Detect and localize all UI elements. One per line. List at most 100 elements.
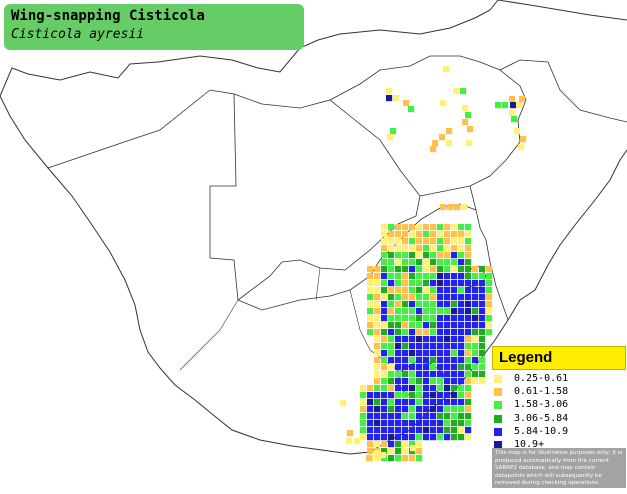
occurrence-cell	[472, 343, 479, 350]
occurrence-cell	[402, 294, 409, 301]
occurrence-cell	[486, 280, 493, 287]
occurrence-cell	[437, 231, 444, 238]
occurrence-cell	[423, 238, 430, 245]
occurrence-cell	[444, 413, 451, 420]
occurrence-cell	[409, 364, 416, 371]
occurrence-cell	[395, 392, 402, 399]
occurrence-cell	[409, 301, 416, 308]
occurrence-cell	[479, 287, 486, 294]
occurrence-cell	[465, 427, 472, 434]
occurrence-cell	[381, 441, 388, 448]
occurrence-cell	[458, 308, 465, 315]
occurrence-cell	[409, 336, 416, 343]
occurrence-cell	[472, 280, 479, 287]
occurrence-cell	[388, 294, 395, 301]
occurrence-cell	[444, 427, 451, 434]
occurrence-cell	[395, 427, 402, 434]
occurrence-cell	[360, 434, 367, 441]
legend-label: 3.06-5.84	[514, 412, 569, 424]
occurrence-cell	[374, 280, 381, 287]
occurrence-cell	[388, 252, 395, 259]
occurrence-cell	[388, 371, 395, 378]
occurrence-cell	[360, 385, 367, 392]
legend-swatch	[494, 388, 502, 397]
occurrence-cell	[444, 301, 451, 308]
occurrence-cell	[416, 406, 423, 413]
occurrence-cell	[395, 329, 402, 336]
occurrence-cell	[374, 336, 381, 343]
occurrence-cell	[465, 350, 472, 357]
occurrence-cell	[374, 343, 381, 350]
occurrence-cell	[402, 245, 409, 252]
occurrence-cell	[374, 378, 381, 385]
occurrence-cell	[402, 231, 409, 238]
occurrence-cell	[416, 455, 423, 462]
occurrence-cell	[458, 392, 465, 399]
occurrence-cell	[423, 399, 430, 406]
occurrence-cell	[388, 231, 395, 238]
occurrence-cell	[374, 450, 381, 457]
occurrence-cell	[409, 266, 416, 273]
occurrence-cell	[409, 357, 416, 364]
occurrence-cell	[374, 350, 381, 357]
occurrence-cell	[430, 245, 437, 252]
occurrence-cell	[395, 315, 402, 322]
occurrence-cell	[465, 280, 472, 287]
occurrence-cell	[451, 336, 458, 343]
occurrence-cell	[381, 266, 388, 273]
occurrence-cell	[388, 287, 395, 294]
occurrence-cell	[374, 273, 381, 280]
occurrence-cell	[472, 308, 479, 315]
occurrence-cell	[451, 371, 458, 378]
occurrence-cell	[416, 294, 423, 301]
occurrence-cell	[472, 378, 479, 385]
occurrence-cell	[430, 357, 437, 364]
occurrence-cell	[451, 308, 458, 315]
occurrence-cell	[444, 280, 451, 287]
occurrence-cell	[430, 224, 437, 231]
occurrence-cell	[444, 238, 451, 245]
occurrence-cell	[458, 273, 465, 280]
occurrence-cell	[423, 259, 430, 266]
occurrence-cell	[367, 420, 374, 427]
occurrence-cell	[465, 420, 472, 427]
occurrence-cell	[360, 406, 367, 413]
occurrence-cell	[416, 329, 423, 336]
occurrence-cell	[367, 294, 374, 301]
occurrence-cell	[416, 245, 423, 252]
occurrence-cell	[458, 406, 465, 413]
occurrence-cell	[374, 322, 381, 329]
occurrence-cell	[444, 336, 451, 343]
occurrence-cell	[472, 315, 479, 322]
occurrence-cell	[381, 350, 388, 357]
occurrence-cell	[437, 322, 444, 329]
occurrence-cell	[395, 308, 402, 315]
occurrence-cell	[437, 406, 444, 413]
occurrence-cell	[402, 357, 409, 364]
occurrence-cell	[472, 301, 479, 308]
occurrence-cell	[458, 266, 465, 273]
occurrence-cell	[430, 434, 437, 441]
legend-item: 10.9+	[492, 439, 626, 452]
occurrence-cells	[340, 66, 527, 462]
occurrence-cell	[409, 420, 416, 427]
occurrence-cell	[444, 406, 451, 413]
occurrence-cell	[458, 294, 465, 301]
occurrence-cell	[458, 399, 465, 406]
occurrence-cell	[423, 406, 430, 413]
occurrence-cell	[409, 315, 416, 322]
occurrence-cell	[458, 252, 465, 259]
occurrence-cell	[381, 406, 388, 413]
occurrence-cell	[444, 434, 451, 441]
occurrence-cell	[402, 287, 409, 294]
occurrence-cell	[451, 350, 458, 357]
occurrence-cell	[465, 406, 472, 413]
occurrence-cell	[451, 280, 458, 287]
occurrence-cell	[367, 287, 374, 294]
occurrence-cell	[388, 399, 395, 406]
occurrence-cell	[423, 343, 430, 350]
occurrence-cell	[388, 315, 395, 322]
occurrence-cell	[374, 308, 381, 315]
occurrence-cell	[510, 102, 517, 109]
occurrence-cell	[444, 392, 451, 399]
